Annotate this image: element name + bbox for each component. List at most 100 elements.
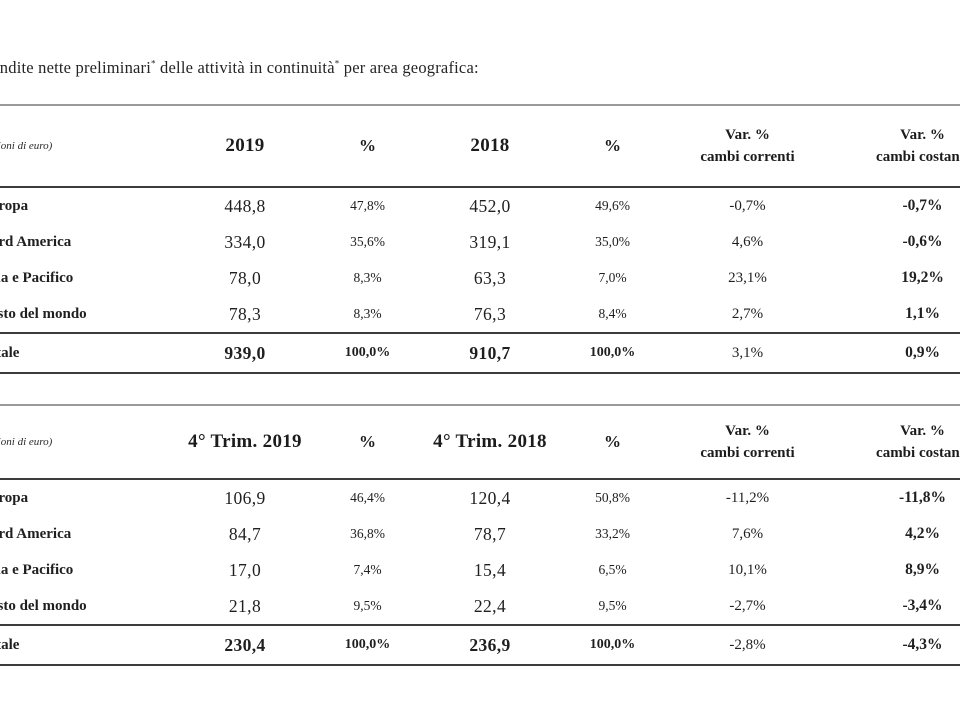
total-current: 230,4 (170, 624, 320, 666)
value-current: 78,0 (228, 267, 262, 288)
value-var-costanti: -3,4% (902, 597, 943, 614)
total-prior: 910,7 (415, 332, 565, 374)
footnote-marker: * (334, 58, 340, 69)
value-prior: 22,4 (473, 595, 507, 616)
title-prefix: Vendite nette preliminari (0, 58, 152, 77)
value-current: 17,0 (228, 559, 262, 580)
value-prior: 76,3 (473, 303, 507, 324)
region-label: Resto del mondo (0, 597, 87, 614)
sales-by-region-table-annual: (milioni di euro) 2019 % 2018 % Var. % c… (0, 104, 960, 374)
value-current-pct: 35,6% (350, 234, 385, 249)
value-prior: 319,1 (469, 231, 511, 252)
value-var-correnti: 10,1% (728, 561, 767, 578)
value-prior-pct: 33,2% (595, 526, 630, 541)
table-row: Europa 448,8 47,8% 452,0 49,6% -0,7% -0,… (0, 187, 960, 224)
var-header-line1: Var. % (725, 422, 770, 439)
var-header-line2: cambi correnti (700, 445, 795, 461)
table-row: Nord America 334,0 35,6% 319,1 35,0% 4,6… (0, 224, 960, 260)
value-prior-pct: 8,4% (598, 306, 627, 321)
col-header-pct: % (565, 105, 660, 188)
value-var-correnti: -0,7% (729, 197, 766, 214)
value-var-costanti: 19,2% (901, 269, 944, 286)
table-row: Asia e Pacifico 17,0 7,4% 15,4 6,5% 10,1… (0, 552, 960, 588)
value-prior: 15,4 (473, 559, 507, 580)
col-header-pct: % (565, 405, 660, 480)
value-current: 334,0 (224, 231, 266, 252)
var-header-line2: cambi costanti (876, 445, 960, 461)
value-current-pct: 7,4% (353, 562, 382, 577)
header-row: (milioni di euro) 2019 % 2018 % Var. % c… (0, 105, 960, 188)
value-current-pct: 36,8% (350, 526, 385, 541)
value-prior-pct: 9,5% (598, 598, 627, 613)
total-var-correnti: -2,8% (660, 624, 835, 666)
total-prior-pct: 100,0% (565, 624, 660, 666)
table-header: (milioni di euro) 2019 % 2018 % Var. % c… (0, 105, 960, 188)
table-row: Resto del mondo 21,8 9,5% 22,4 9,5% -2,7… (0, 588, 960, 625)
var-header-line1: Var. % (900, 126, 945, 143)
total-label: Totale (0, 332, 170, 374)
col-header-var-costanti: Var. % cambi costanti (835, 405, 960, 480)
region-label: Europa (0, 197, 29, 214)
value-current: 448,8 (224, 195, 266, 216)
table-body: Europa 106,9 46,4% 120,4 50,8% -11,2% -1… (0, 479, 960, 625)
value-prior-pct: 50,8% (595, 490, 630, 505)
value-var-costanti: 1,1% (905, 305, 940, 322)
value-var-correnti: 4,6% (731, 233, 764, 250)
col-header-pct: % (320, 105, 415, 188)
table-body: Europa 448,8 47,8% 452,0 49,6% -0,7% -0,… (0, 187, 960, 333)
total-current-pct: 100,0% (320, 624, 415, 666)
value-current-pct: 9,5% (353, 598, 382, 613)
total-row: Totale 939,0 100,0% 910,7 100,0% 3,1% 0,… (0, 332, 960, 374)
value-prior: 78,7 (473, 523, 507, 544)
value-prior: 452,0 (469, 195, 511, 216)
region-label: Nord America (0, 233, 72, 250)
footnote-marker: * (151, 58, 156, 69)
value-current: 78,3 (228, 303, 262, 324)
value-var-correnti: 2,7% (731, 305, 764, 322)
col-header-var-correnti: Var. % cambi correnti (660, 105, 835, 188)
total-row: Totale 230,4 100,0% 236,9 100,0% -2,8% -… (0, 624, 960, 666)
col-header-current-quarter: 4° Trim. 2019 (170, 405, 320, 480)
var-header-line1: Var. % (900, 422, 945, 439)
value-var-correnti: 23,1% (728, 269, 767, 286)
table-row: Asia e Pacifico 78,0 8,3% 63,3 7,0% 23,1… (0, 260, 960, 296)
value-current: 21,8 (228, 595, 262, 616)
total-prior-pct: 100,0% (565, 332, 660, 374)
table-row: Europa 106,9 46,4% 120,4 50,8% -11,2% -1… (0, 479, 960, 516)
unit-label: (milioni di euro) (0, 405, 170, 480)
value-var-costanti: -0,7% (902, 197, 943, 214)
value-prior-pct: 7,0% (598, 270, 627, 285)
value-var-correnti: -11,2% (725, 489, 770, 506)
value-var-costanti: -11,8% (899, 489, 946, 506)
value-current-pct: 8,3% (353, 306, 382, 321)
value-var-costanti: -0,6% (902, 233, 943, 250)
sales-by-region-table-q4: (milioni di euro) 4° Trim. 2019 % 4° Tri… (0, 404, 960, 666)
value-prior-pct: 6,5% (598, 562, 627, 577)
value-current: 106,9 (224, 487, 266, 508)
total-var-costanti: -4,3% (835, 624, 960, 666)
total-current: 939,0 (170, 332, 320, 374)
title-middle: delle attività in continuità (155, 58, 335, 77)
value-var-costanti: 4,2% (905, 525, 940, 542)
title-suffix: per area geografica: (339, 58, 479, 77)
total-var-costanti: 0,9% (835, 332, 960, 374)
col-header-var-correnti: Var. % cambi correnti (660, 405, 835, 480)
page-title: Vendite nette preliminari* delle attivit… (0, 57, 960, 78)
value-current: 84,7 (228, 523, 262, 544)
region-label: Europa (0, 489, 29, 506)
region-label: Nord America (0, 525, 72, 542)
col-header-pct: % (320, 405, 415, 480)
table-row: Resto del mondo 78,3 8,3% 76,3 8,4% 2,7%… (0, 296, 960, 333)
table-total-section: Totale 230,4 100,0% 236,9 100,0% -2,8% -… (0, 624, 960, 666)
region-label: Asia e Pacifico (0, 269, 74, 286)
total-var-correnti: 3,1% (660, 332, 835, 374)
region-label: Resto del mondo (0, 305, 87, 322)
var-header-line2: cambi costanti (876, 149, 960, 165)
table-total-section: Totale 939,0 100,0% 910,7 100,0% 3,1% 0,… (0, 332, 960, 374)
col-header-prior-quarter: 4° Trim. 2018 (415, 405, 565, 480)
var-header-line2: cambi correnti (700, 149, 795, 165)
value-current-pct: 8,3% (353, 270, 382, 285)
value-current-pct: 47,8% (350, 198, 385, 213)
value-prior: 120,4 (469, 487, 511, 508)
total-prior: 236,9 (415, 624, 565, 666)
